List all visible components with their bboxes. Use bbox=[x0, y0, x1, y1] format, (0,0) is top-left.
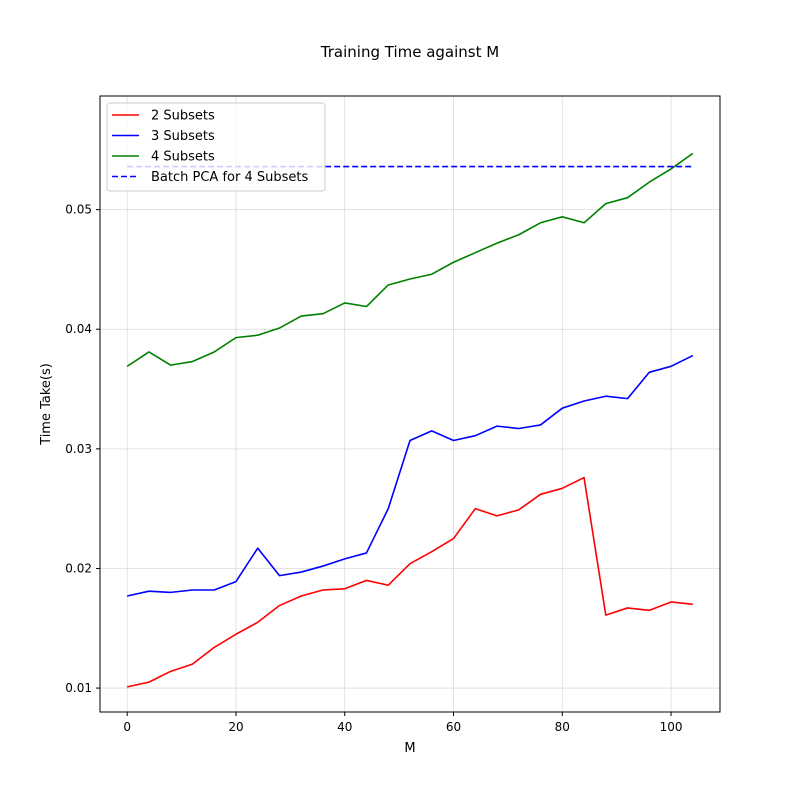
x-tick-label: 0 bbox=[123, 720, 131, 734]
legend-entry-3: Batch PCA for 4 Subsets bbox=[151, 170, 308, 185]
series-line-2 bbox=[126, 152, 694, 367]
x-axis: 0 20 40 60 80 100 bbox=[123, 712, 683, 734]
x-tick-label: 40 bbox=[337, 720, 352, 734]
x-tick-label: 80 bbox=[555, 720, 570, 734]
legend-entry-2: 4 Subsets bbox=[151, 150, 215, 165]
legend-box bbox=[106, 102, 326, 192]
y-axis: 0.01 0.02 0.03 0.04 0.05 bbox=[65, 203, 100, 695]
y-tick-label: 0.01 bbox=[65, 681, 92, 695]
x-tick-label: 20 bbox=[228, 720, 243, 734]
chart-title: Training Time against M bbox=[320, 43, 499, 61]
x-tick-label: 100 bbox=[660, 720, 683, 734]
y-axis-label: Time Take(s) bbox=[39, 363, 54, 446]
y-tick-label: 0.05 bbox=[65, 203, 92, 217]
x-tick-label: 60 bbox=[446, 720, 461, 734]
x-axis-label: M bbox=[404, 741, 415, 756]
grid bbox=[100, 96, 720, 712]
series-line-0 bbox=[127, 476, 693, 688]
y-tick-label: 0.04 bbox=[65, 322, 92, 336]
series-line-1 bbox=[127, 354, 694, 597]
legend-entry-0: 2 Subsets bbox=[151, 109, 215, 124]
y-tick-label: 0.03 bbox=[65, 442, 92, 456]
y-tick-label: 0.02 bbox=[65, 561, 92, 575]
legend-entry-1: 3 Subsets bbox=[151, 129, 215, 144]
series-layer bbox=[126, 152, 694, 688]
legend: 2 Subsets 3 Subsets 4 Subsets Batch PCA for… bbox=[106, 102, 326, 192]
plot-frame bbox=[99, 95, 721, 713]
